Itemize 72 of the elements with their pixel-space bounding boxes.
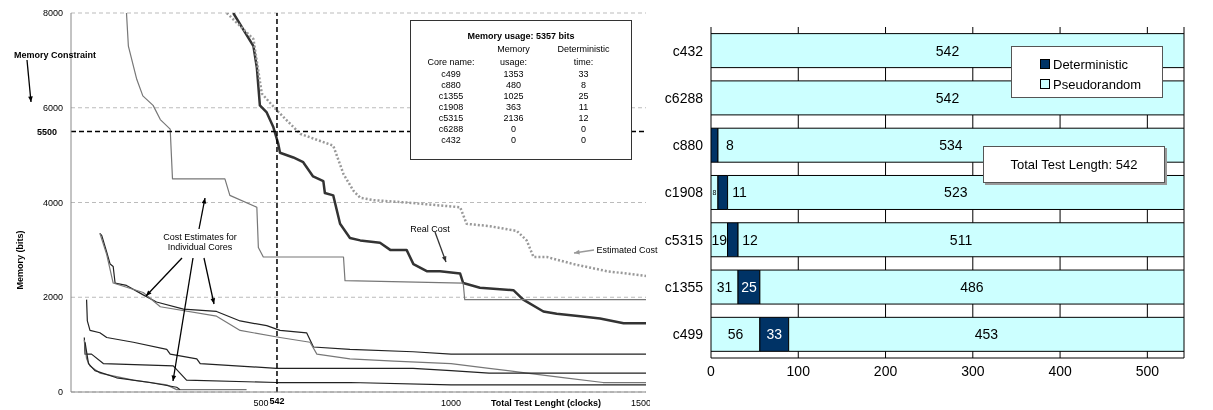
x-tick-label: 200 <box>873 362 898 379</box>
data-label: 511 <box>949 231 973 248</box>
y-tick-label: c5315 <box>664 231 704 248</box>
x-tick-label: 0 <box>707 362 716 379</box>
data-label: 8 <box>726 137 735 154</box>
annotation: Memory Constraint <box>13 50 97 60</box>
data-label: 12 <box>577 113 590 124</box>
series-label: Memory usage: <box>496 43 531 69</box>
text: Core name: <box>426 56 476 69</box>
data-label: 542 <box>935 89 960 106</box>
legend-label: Estimated Cost <box>596 245 658 255</box>
x-tick-label: 300 <box>961 362 985 379</box>
ref-line-label: 542 <box>269 396 285 407</box>
y-axis-title: Memory (bits) <box>15 230 25 290</box>
y-tick-label: c1355 <box>664 279 704 296</box>
x-tick-label: 100 <box>786 362 811 379</box>
data-label: 33 <box>766 326 783 343</box>
data-label: 31 <box>716 279 733 296</box>
data-label: 56 <box>727 326 744 343</box>
data-label: 33 <box>577 69 590 80</box>
legend-label: Pseudorandom <box>1053 76 1142 92</box>
x-tick-label: 1000 <box>441 398 462 409</box>
y-tick-label: 2000 <box>42 292 63 303</box>
y-tick-label: 0 <box>57 387 63 398</box>
x-tick-label: 1500 <box>631 398 652 409</box>
data-label: 25 <box>741 279 757 296</box>
data-label: 12 <box>742 231 759 248</box>
data-label: 363 <box>505 102 523 113</box>
data-label: 486 <box>960 279 984 296</box>
category-label: c5315 <box>437 113 465 124</box>
y-tick-label: c6288 <box>664 89 704 106</box>
data-label: 19 <box>711 231 728 248</box>
data-label: 0 <box>580 135 587 146</box>
data-label: 25 <box>577 91 590 102</box>
data-label: 1025 <box>502 91 525 102</box>
category-label: c1355 <box>437 91 465 102</box>
x-tick-label: 500 <box>253 398 269 409</box>
ref-line-label: 5500 <box>36 126 57 137</box>
text: Memory usage: 5357 bits <box>466 31 576 41</box>
y-tick-label: 6000 <box>42 102 63 113</box>
y-tick-label: 8000 <box>42 8 63 19</box>
data-label: 542 <box>935 42 960 59</box>
data-label: 0 <box>510 124 517 135</box>
category-label: c499 <box>440 69 462 80</box>
x-tick-label: 400 <box>1048 362 1072 379</box>
category-label: c432 <box>440 135 462 146</box>
data-label: 0 <box>580 124 587 135</box>
data-label: 8 <box>580 80 587 91</box>
category-label: c1908 <box>437 102 465 113</box>
text-box: Total Test Length: 542 <box>983 146 1165 183</box>
y-tick-label: c880 <box>672 137 704 154</box>
category-label: c880 <box>440 80 462 91</box>
data-label: 0 <box>510 135 517 146</box>
data-label: 534 <box>939 137 963 154</box>
data-label: 11 <box>577 102 590 113</box>
data-label: 1353 <box>502 69 525 80</box>
data-label: 523 <box>944 184 968 201</box>
y-tick-label: c1908 <box>664 184 704 201</box>
x-tick-label: 500 <box>1135 362 1160 379</box>
text: Deterministic time: <box>556 43 611 69</box>
x-axis-title: Total Test Lenght (clocks) <box>490 398 602 408</box>
y-tick-label: 4000 <box>42 197 63 208</box>
y-tick-label: c499 <box>672 326 704 343</box>
data-label: 453 <box>974 326 999 343</box>
data-label: 2136 <box>502 113 525 124</box>
data-label: 480 <box>505 80 523 91</box>
annotation: Cost Estimates for Individual Cores <box>162 232 238 252</box>
y-tick-label: c432 <box>672 42 704 59</box>
legend-label: Deterministic <box>1053 56 1129 72</box>
data-label: 11 <box>732 184 748 201</box>
series-label: Real Cost <box>410 224 450 234</box>
category-label: c6288 <box>437 124 465 135</box>
